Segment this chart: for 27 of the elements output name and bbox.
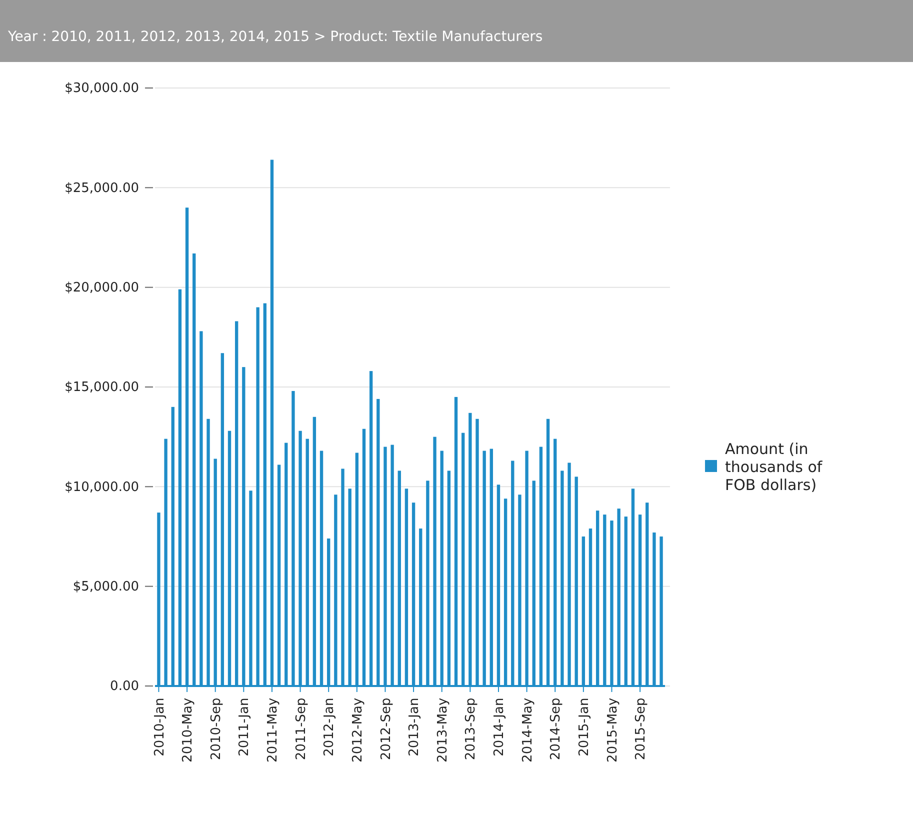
- x-tick-label: 2015-May: [605, 698, 620, 762]
- x-tick-label: 2011-Jan: [237, 698, 252, 756]
- x-tick-label: 2010-May: [180, 698, 196, 762]
- legend-label: Amount (in thousands of FOB dollars): [725, 440, 823, 494]
- y-tick-label: $5,000.00: [72, 579, 139, 594]
- y-tick-label: $15,000.00: [64, 380, 139, 396]
- x-tick-label: 2010-Sep: [208, 698, 224, 760]
- x-tick-label: 2014-Sep: [548, 698, 564, 760]
- y-tick-label: $30,000.00: [64, 81, 139, 96]
- x-tick-label: 2012-Jan: [322, 698, 338, 756]
- x-tick-label: 2012-May: [350, 698, 366, 762]
- x-tick-label: 2015-Sep: [634, 698, 649, 760]
- x-tick-label: 2011-May: [266, 698, 281, 762]
- x-tick-label: 2011-Sep: [294, 698, 309, 760]
- x-tick-label: 2013-Jan: [407, 698, 422, 756]
- x-tick-label: 2014-May: [520, 698, 536, 762]
- x-tick-label: 2015-Jan: [576, 698, 592, 756]
- y-tick-label: $10,000.00: [64, 480, 139, 495]
- y-tick-label: $25,000.00: [64, 180, 139, 196]
- y-tick-label: 0.00: [110, 679, 139, 694]
- x-tick-label: 2010-Jan: [152, 698, 168, 756]
- y-tick-label: $20,000.00: [64, 280, 139, 296]
- x-tick-label: 2012-Sep: [378, 698, 394, 760]
- chart-title: Year : 2010, 2011, 2012, 2013, 2014, 2015 > Product: Textile Manufacturers: [7, 29, 543, 45]
- x-tick-label: 2014-Jan: [492, 698, 508, 756]
- x-tick-label: 2013-May: [435, 698, 450, 762]
- x-tick-label: 2013-Sep: [464, 698, 479, 760]
